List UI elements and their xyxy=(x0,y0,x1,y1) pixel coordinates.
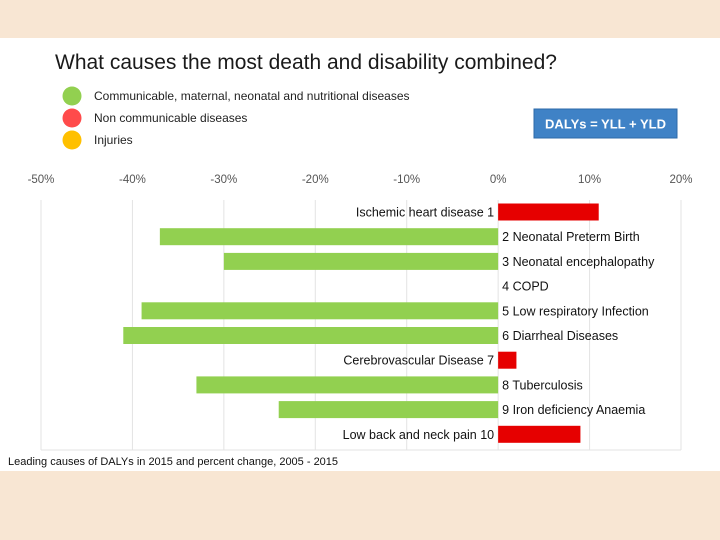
bar xyxy=(223,252,499,270)
bar-label: Low back and neck pain 10 xyxy=(343,428,495,442)
legend-label-0: Communicable, maternal, neonatal and nut… xyxy=(94,89,410,103)
x-tick-label: -10% xyxy=(393,174,420,186)
x-tick-label: -40% xyxy=(119,174,146,186)
bar xyxy=(123,327,499,344)
bar xyxy=(159,228,499,246)
dalys-formula-box: DALYs = YLL + YLD xyxy=(533,108,678,139)
bar-labels: Ischemic heart disease 1 2 Neonatal Prete… xyxy=(343,206,655,442)
x-tick-label: 20% xyxy=(669,174,692,186)
bar-label: 9 Iron deficiency Anaemia xyxy=(502,403,645,417)
x-tick-label: 10% xyxy=(578,174,601,186)
legend-marker-0 xyxy=(62,86,82,106)
bar xyxy=(278,401,499,419)
chart-title: What causes the most death and disabilit… xyxy=(55,51,557,74)
x-axis-ticks: -50% -40% -30% -20% -10% 0% 10% 20% xyxy=(28,174,693,186)
chart-caption: Leading causes of DALYs in 2015 and perc… xyxy=(8,456,338,468)
bar-label: 6 Diarrheal Diseases xyxy=(502,329,618,343)
bar xyxy=(498,351,517,369)
legend-marker-2 xyxy=(62,130,82,150)
x-tick-label: -30% xyxy=(210,174,237,186)
x-tick-label: 0% xyxy=(490,174,507,186)
bar xyxy=(498,425,581,443)
bar-label: Cerebrovascular Disease 7 xyxy=(343,354,494,368)
bars xyxy=(123,203,599,443)
bar xyxy=(498,203,599,221)
dalys-formula-text: DALYs = YLL + YLD xyxy=(545,117,666,132)
chart: What causes the most death and disabilit… xyxy=(8,51,693,468)
bar-label: 8 Tuberculosis xyxy=(502,378,583,392)
legend-label-2: Injuries xyxy=(94,133,133,147)
bar-label: 4 COPD xyxy=(502,280,549,294)
bar xyxy=(141,302,499,320)
bar-label: 3 Neonatal encephalopathy xyxy=(502,255,655,269)
bar-label: Ischemic heart disease 1 xyxy=(356,206,494,220)
legend-marker-1 xyxy=(62,108,82,128)
x-tick-label: -20% xyxy=(302,174,329,186)
bar-label: 5 Low respiratory Infection xyxy=(502,304,649,318)
legend: Communicable, maternal, neonatal and nut… xyxy=(62,86,410,150)
bar-label: 2 Neonatal Preterm Birth xyxy=(502,230,640,244)
bar xyxy=(196,376,499,394)
legend-label-1: Non communicable diseases xyxy=(94,111,247,125)
slide: What causes the most death and disabilit… xyxy=(0,38,720,471)
x-tick-label: -50% xyxy=(28,174,55,186)
